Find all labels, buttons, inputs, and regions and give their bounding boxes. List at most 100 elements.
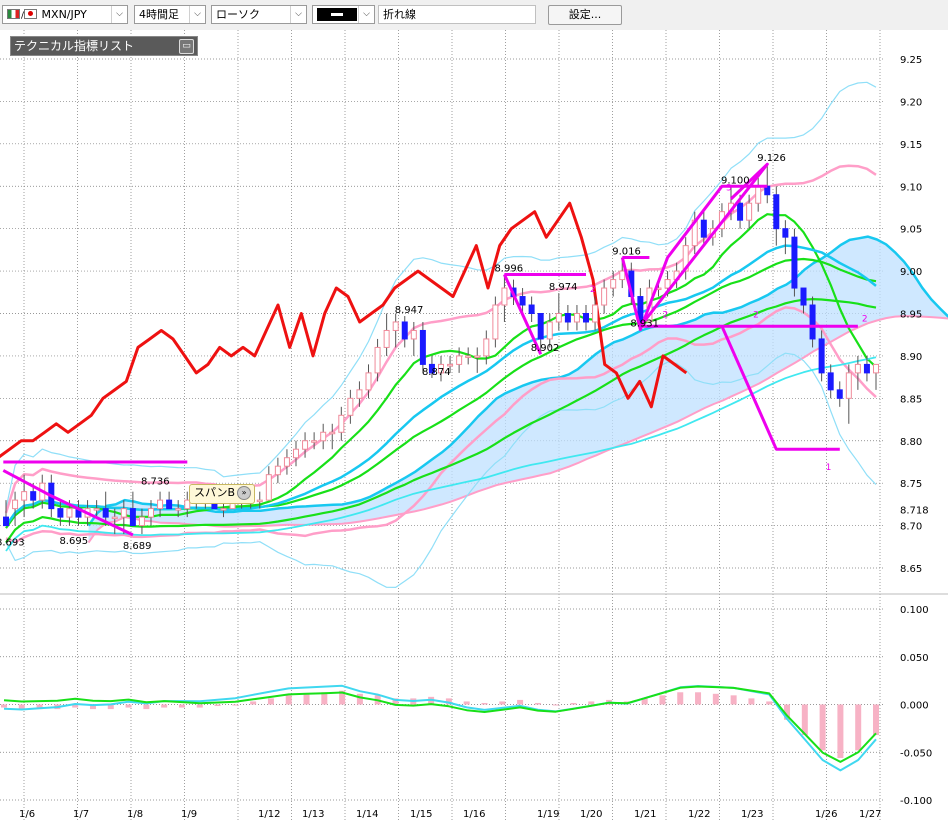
candle-body[interactable] xyxy=(30,491,37,501)
candle-body[interactable] xyxy=(428,363,435,374)
histogram-bar xyxy=(712,693,719,705)
settings-button[interactable]: 設定... xyxy=(548,5,622,25)
candle-body[interactable] xyxy=(465,355,472,358)
chevron-down-icon[interactable]: ⌵ xyxy=(189,6,205,23)
candle-body[interactable] xyxy=(220,508,227,511)
candle-body[interactable] xyxy=(474,355,481,358)
candle-body[interactable] xyxy=(664,279,671,289)
candle-body[interactable] xyxy=(537,313,544,340)
candle-body[interactable] xyxy=(129,508,136,527)
candle-body[interactable] xyxy=(528,304,535,314)
candle-body[interactable] xyxy=(845,372,852,399)
candle-body[interactable] xyxy=(66,508,73,518)
candle-body[interactable] xyxy=(637,296,644,323)
histogram-bar xyxy=(499,701,506,705)
wave-label: 1 xyxy=(826,463,832,473)
candle-body[interactable] xyxy=(782,228,789,238)
date-axis-label: 1/21 xyxy=(634,809,656,820)
candle-body[interactable] xyxy=(610,279,617,289)
candle-body[interactable] xyxy=(555,313,562,323)
candle-body[interactable] xyxy=(501,287,508,306)
candle-body[interactable] xyxy=(863,363,870,374)
candle-body[interactable] xyxy=(283,457,290,467)
candle-body[interactable] xyxy=(365,372,372,391)
candle-body[interactable] xyxy=(138,516,145,527)
candle-body[interactable] xyxy=(256,499,263,503)
candle-body[interactable] xyxy=(338,414,345,433)
candle-body[interactable] xyxy=(401,321,408,340)
candle-body[interactable] xyxy=(809,304,816,340)
candle-body[interactable] xyxy=(265,474,272,501)
candle-body[interactable] xyxy=(120,508,127,518)
candle-body[interactable] xyxy=(93,508,100,511)
candle-body[interactable] xyxy=(12,499,19,510)
candle-body[interactable] xyxy=(175,508,182,511)
chart-type-select[interactable]: ローソク ⌵ xyxy=(211,5,307,24)
chart-canvas[interactable]: 8.6938.6958.6898.7368.9478.8748.9968.902… xyxy=(0,30,948,822)
candle-body[interactable] xyxy=(791,236,798,289)
candle-body[interactable] xyxy=(456,355,463,365)
candle-body[interactable] xyxy=(682,245,689,272)
candle-body[interactable] xyxy=(157,499,164,510)
candle-body[interactable] xyxy=(166,499,173,510)
candle-body[interactable] xyxy=(374,346,381,374)
candle-body[interactable] xyxy=(302,440,309,450)
candle-body[interactable] xyxy=(773,194,780,230)
drawing-tool-field[interactable]: 折れ線 xyxy=(378,5,536,24)
line-width-select[interactable]: ⌵ xyxy=(312,5,375,24)
candle-body[interactable] xyxy=(873,363,879,374)
candle-body[interactable] xyxy=(818,338,825,374)
chevron-double-down-icon[interactable]: » xyxy=(237,486,252,500)
candle-body[interactable] xyxy=(483,338,490,357)
candle-body[interactable] xyxy=(293,448,299,459)
candle-body[interactable] xyxy=(347,397,354,416)
histogram-bar xyxy=(730,695,737,705)
moving-average-long xyxy=(5,356,877,552)
candle-body[interactable] xyxy=(564,313,571,323)
candle-body[interactable] xyxy=(519,296,526,306)
chevron-down-icon[interactable]: ⌵ xyxy=(111,6,127,23)
candle-body[interactable] xyxy=(800,287,807,306)
candle-body[interactable] xyxy=(755,185,762,204)
candle-body[interactable] xyxy=(737,202,744,221)
candle-body[interactable] xyxy=(392,321,399,331)
candle-body[interactable] xyxy=(854,363,861,374)
candle-body[interactable] xyxy=(329,431,336,435)
candle-body[interactable] xyxy=(320,431,327,442)
candle-body[interactable] xyxy=(311,440,318,443)
candle-body[interactable] xyxy=(184,499,191,510)
candle-body[interactable] xyxy=(148,508,154,518)
candle-body[interactable] xyxy=(3,516,9,527)
candle-body[interactable] xyxy=(746,202,753,221)
symbol-select[interactable]: / MXN/JPY ⌵ xyxy=(2,5,128,24)
chevron-down-icon[interactable]: ⌵ xyxy=(290,6,306,23)
candle-body[interactable] xyxy=(492,304,499,340)
candle-body[interactable] xyxy=(419,329,426,365)
candle-body[interactable] xyxy=(21,491,28,501)
candle-body[interactable] xyxy=(383,329,390,348)
candle-body[interactable] xyxy=(836,389,843,399)
candle-body[interactable] xyxy=(438,363,444,374)
minimize-icon[interactable]: ▭ xyxy=(179,39,194,54)
candle-body[interactable] xyxy=(274,465,281,476)
indicator-list-panel[interactable]: テクニカル指標リスト ▭ xyxy=(10,36,198,56)
candle-body[interactable] xyxy=(573,313,580,323)
candle-body[interactable] xyxy=(601,287,608,306)
candle-body[interactable] xyxy=(111,516,118,520)
histogram-bar xyxy=(285,695,292,705)
span-b-label[interactable]: スパンB» xyxy=(189,484,256,504)
candle-body[interactable] xyxy=(583,313,589,323)
candle-body[interactable] xyxy=(700,219,707,238)
candle-body[interactable] xyxy=(57,508,64,518)
candle-body[interactable] xyxy=(546,321,553,340)
candle-body[interactable] xyxy=(827,372,834,391)
candle-body[interactable] xyxy=(102,508,109,518)
price-annotation-label: 9.126 xyxy=(757,153,786,164)
candle-body[interactable] xyxy=(356,389,363,399)
chevron-down-icon[interactable]: ⌵ xyxy=(358,6,374,23)
candle-body[interactable] xyxy=(410,329,417,340)
timeframe-select[interactable]: 4時間足 ⌵ xyxy=(134,5,206,24)
candle-body[interactable] xyxy=(619,270,626,281)
candle-body[interactable] xyxy=(592,304,599,323)
candle-body[interactable] xyxy=(447,363,454,367)
